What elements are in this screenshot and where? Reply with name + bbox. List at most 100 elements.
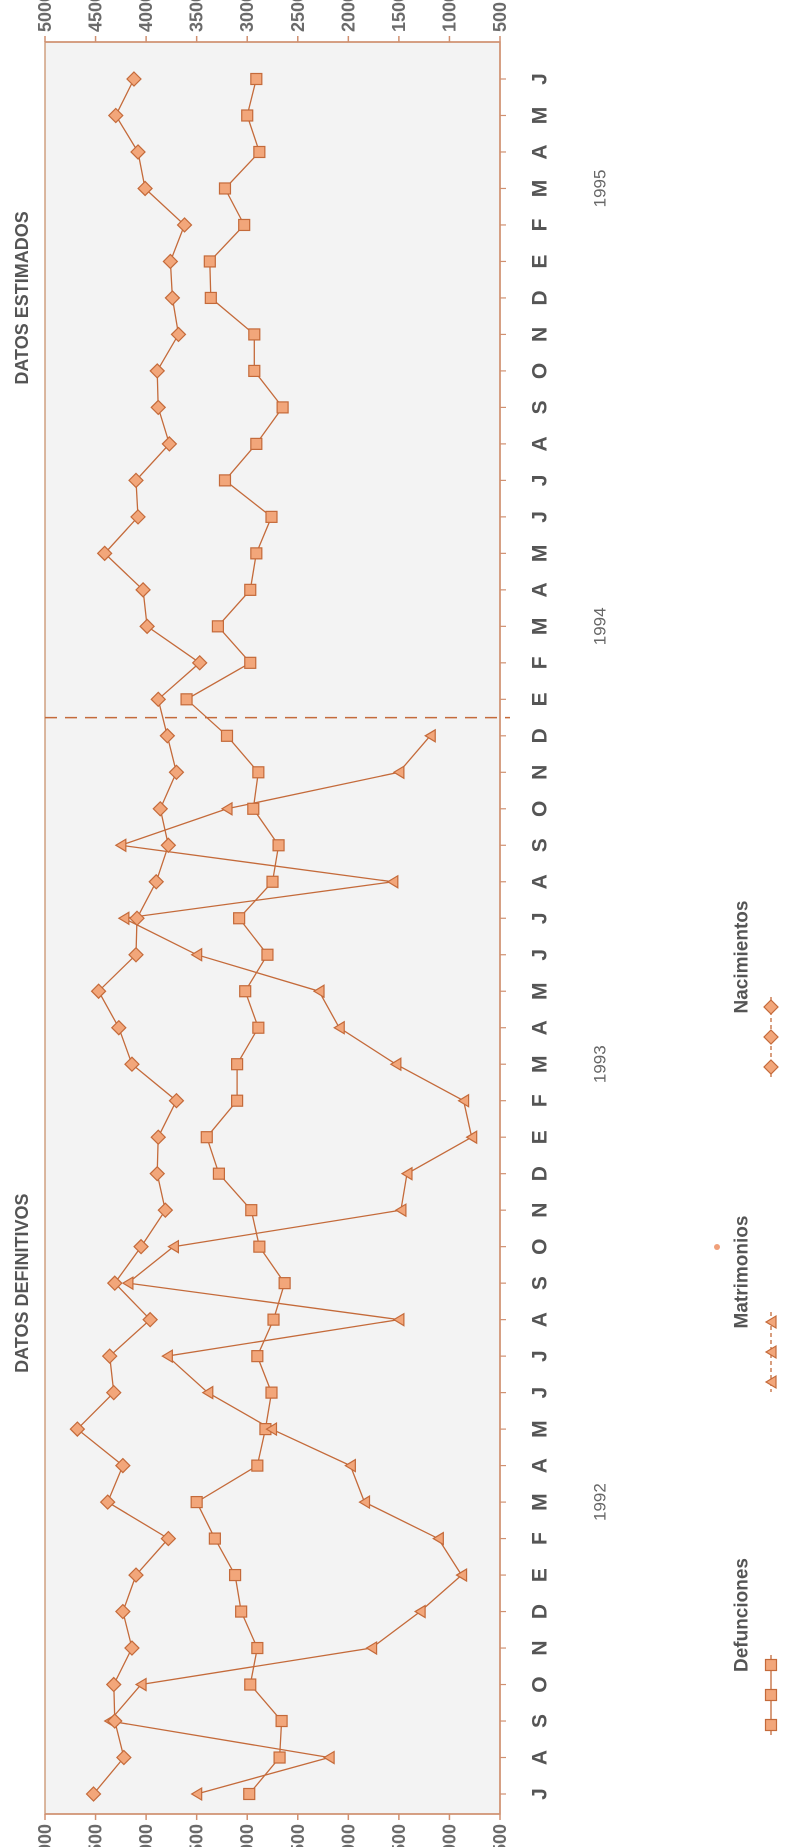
- data-point-nacimientos: [164, 290, 181, 306]
- data-point-matrimonios: [161, 1349, 173, 1364]
- month-label: A: [529, 582, 552, 597]
- legend-label: Matrimonios: [732, 1216, 753, 1329]
- data-point-nacimientos: [161, 436, 178, 452]
- bottom-tick-label: 3000: [237, 1824, 257, 1847]
- bottom-tick-label: 4000: [136, 1824, 156, 1847]
- month-label: A: [529, 1750, 552, 1765]
- data-point-nacimientos: [160, 837, 177, 854]
- data-point-nacimientos: [116, 1749, 132, 1766]
- data-point-matrimonios: [333, 1020, 345, 1035]
- month-label: M: [529, 545, 552, 563]
- legend-dot: [714, 1244, 720, 1250]
- data-point-matrimonios: [386, 874, 399, 889]
- data-point-defunciones: [273, 1751, 286, 1764]
- month-label: J: [529, 73, 552, 85]
- top-tick-label: 3000: [237, 0, 257, 32]
- bottom-tick-label: 2000: [338, 1824, 358, 1847]
- data-point-defunciones: [228, 1568, 242, 1582]
- data-point-defunciones: [231, 1058, 244, 1071]
- data-point-nacimientos: [85, 1786, 102, 1802]
- data-point-defunciones: [211, 620, 224, 633]
- month-label: J: [529, 511, 552, 523]
- data-point-defunciones: [204, 291, 217, 305]
- data-point-matrimonios: [344, 1458, 356, 1473]
- data-point-nacimientos: [150, 1129, 167, 1146]
- data-point-nacimientos: [126, 71, 142, 87]
- data-point-nacimientos: [107, 107, 124, 124]
- month-label: J: [529, 1788, 552, 1800]
- data-point-nacimientos: [69, 1421, 86, 1437]
- top-tick-label: 500: [490, 2, 510, 32]
- section-label-group: DATOS DEFINITIVOS DATOS ESTIMADOS: [12, 211, 32, 1373]
- data-point-defunciones: [250, 547, 263, 560]
- top-tick-label: 4500: [86, 0, 106, 32]
- data-point-nacimientos: [176, 217, 193, 233]
- data-point-defunciones: [266, 875, 279, 888]
- top-tick-label: 2500: [288, 0, 308, 32]
- month-label: A: [529, 144, 552, 159]
- data-point-defunciones: [251, 1350, 264, 1363]
- data-point-nacimientos: [105, 1384, 122, 1401]
- legend-label: Nacimientos: [732, 901, 753, 1014]
- bottom-tick-label: 1000: [439, 1824, 459, 1847]
- data-point-nacimientos: [124, 1056, 140, 1073]
- bottom-tick-label: 4500: [86, 1824, 106, 1847]
- month-label: A: [529, 1020, 552, 1035]
- data-point-matrimonios: [190, 947, 203, 962]
- data-point-matrimonios: [201, 1385, 214, 1400]
- data-point-defunciones: [275, 1714, 288, 1728]
- month-label: F: [529, 1094, 552, 1107]
- data-point-defunciones: [250, 72, 263, 86]
- top-tick-label: 5000: [35, 0, 55, 32]
- data-point-matrimonios: [121, 1276, 134, 1291]
- data-point-defunciones: [212, 1167, 226, 1180]
- top-tick-group: 5000 4500 4000 3500 3000 2500 2000 1500 1000 500: [35, 0, 510, 42]
- data-point-defunciones: [265, 510, 278, 523]
- data-point-nacimientos: [150, 691, 167, 708]
- month-label: A: [529, 1312, 552, 1327]
- data-point-defunciones: [276, 401, 289, 414]
- month-label: M: [529, 982, 552, 1000]
- month-label: S: [529, 400, 552, 414]
- data-point-defunciones: [203, 255, 216, 268]
- legend-marker: [764, 1658, 778, 1672]
- top-tick-label: 1000: [439, 0, 459, 32]
- month-label-group: J A S O N D E F M A M J J A S O N D E F M A M J J A S O N D E F M A M J J A S O…: [500, 73, 552, 1800]
- data-point-defunciones: [251, 1641, 264, 1655]
- data-point-nacimientos: [130, 144, 146, 160]
- data-point-defunciones: [248, 328, 261, 341]
- legend-marker: [763, 999, 779, 1015]
- data-point-nacimientos: [135, 582, 151, 598]
- data-point-nacimientos: [130, 509, 146, 525]
- data-point-matrimonios: [312, 984, 325, 999]
- data-point-nacimientos: [168, 1092, 185, 1109]
- data-point-defunciones: [272, 839, 285, 852]
- series-line-matrimonios: [108, 735, 473, 1795]
- legend-marker: [764, 1314, 777, 1330]
- month-label: N: [529, 765, 552, 780]
- month-label: M: [529, 618, 552, 636]
- data-point-nacimientos: [159, 727, 176, 744]
- series-markers: [69, 71, 478, 1802]
- legend-marker: [764, 1344, 777, 1360]
- month-label: O: [529, 363, 552, 379]
- year-label: 1992: [591, 1483, 610, 1521]
- data-point-nacimientos: [106, 1275, 123, 1291]
- year-label: 1993: [591, 1045, 610, 1083]
- year-label: 1995: [591, 170, 610, 208]
- data-point-nacimientos: [101, 1348, 118, 1364]
- data-point-matrimonios: [455, 1568, 468, 1583]
- data-point-defunciones: [267, 1313, 280, 1326]
- data-point-nacimientos: [110, 1019, 127, 1036]
- top-tick-label: 4000: [136, 0, 156, 32]
- data-point-matrimonios: [265, 1422, 278, 1437]
- data-point-nacimientos: [96, 545, 113, 562]
- month-label: A: [529, 1458, 552, 1473]
- data-point-nacimientos: [168, 764, 185, 781]
- data-point-nacimientos: [133, 1238, 149, 1255]
- month-label: M: [529, 1420, 552, 1438]
- data-point-nacimientos: [157, 1202, 174, 1219]
- month-label: M: [529, 180, 552, 198]
- data-point-defunciones: [220, 729, 234, 742]
- month-label: N: [529, 1203, 552, 1218]
